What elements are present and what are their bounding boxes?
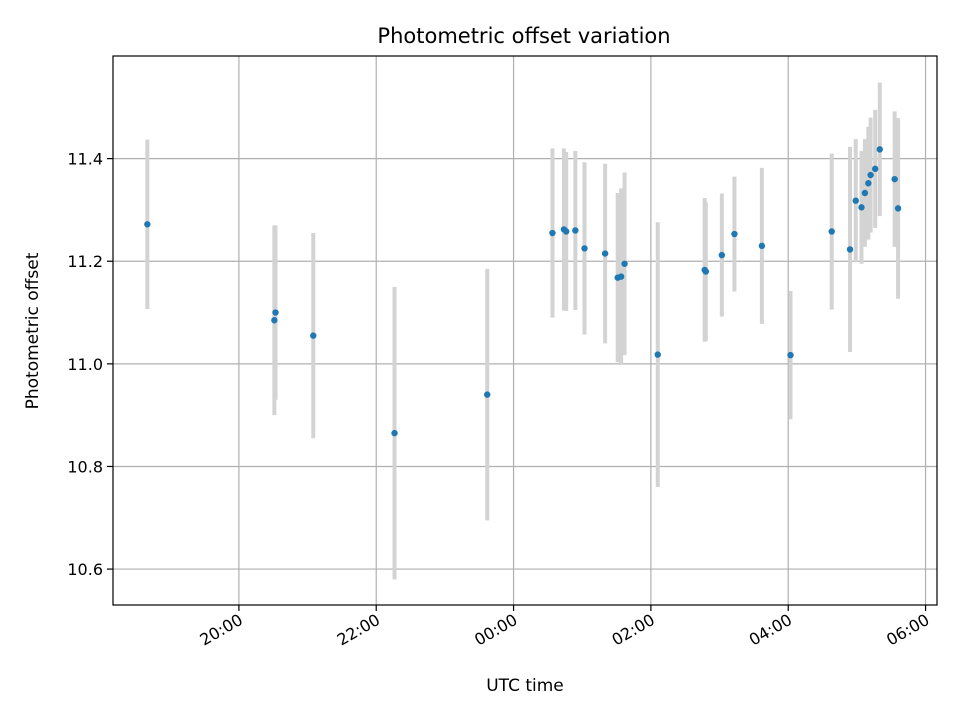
data-point <box>617 273 625 280</box>
y-axis-ticks: 10.6 10.8 11.0 11.2 11.4 <box>67 150 113 579</box>
data-point <box>865 180 872 187</box>
data-point <box>861 189 869 197</box>
data-point <box>601 250 609 257</box>
data-point <box>391 429 398 437</box>
data-point <box>718 251 726 259</box>
data-point <box>272 309 279 316</box>
chart-title: Photometric offset variation <box>377 24 670 48</box>
data-point <box>872 165 879 173</box>
data-point <box>563 228 570 235</box>
x-axis-label: UTC time <box>486 676 564 696</box>
data-point <box>894 205 902 212</box>
y-tick-label: 10.6 <box>67 560 103 579</box>
data-point <box>144 221 151 228</box>
data-point <box>702 268 710 275</box>
data-point <box>271 317 278 324</box>
data-point <box>858 204 865 211</box>
data-point <box>846 246 854 253</box>
data-point <box>758 242 766 250</box>
data-point <box>621 260 628 267</box>
data-point <box>731 230 738 238</box>
data-point <box>876 146 883 153</box>
data-point <box>572 227 579 234</box>
y-tick-label: 11.4 <box>67 150 103 169</box>
data-point <box>852 197 859 204</box>
data-point <box>310 332 317 339</box>
data-point <box>867 171 874 179</box>
data-point <box>581 245 588 252</box>
y-tick-label: 10.8 <box>67 457 103 476</box>
grid-lines <box>113 56 937 605</box>
data-point <box>828 228 835 235</box>
data-point <box>654 351 661 358</box>
data-point <box>484 391 491 398</box>
y-tick-label: 11.2 <box>67 252 103 271</box>
data-point <box>891 175 898 183</box>
data-points <box>144 146 902 437</box>
plot-area-frame <box>112 55 938 606</box>
data-point <box>787 351 794 359</box>
y-axis-label: Photometric offset <box>23 252 43 409</box>
y-tick-label: 11.0 <box>67 355 103 374</box>
data-point <box>549 229 556 237</box>
